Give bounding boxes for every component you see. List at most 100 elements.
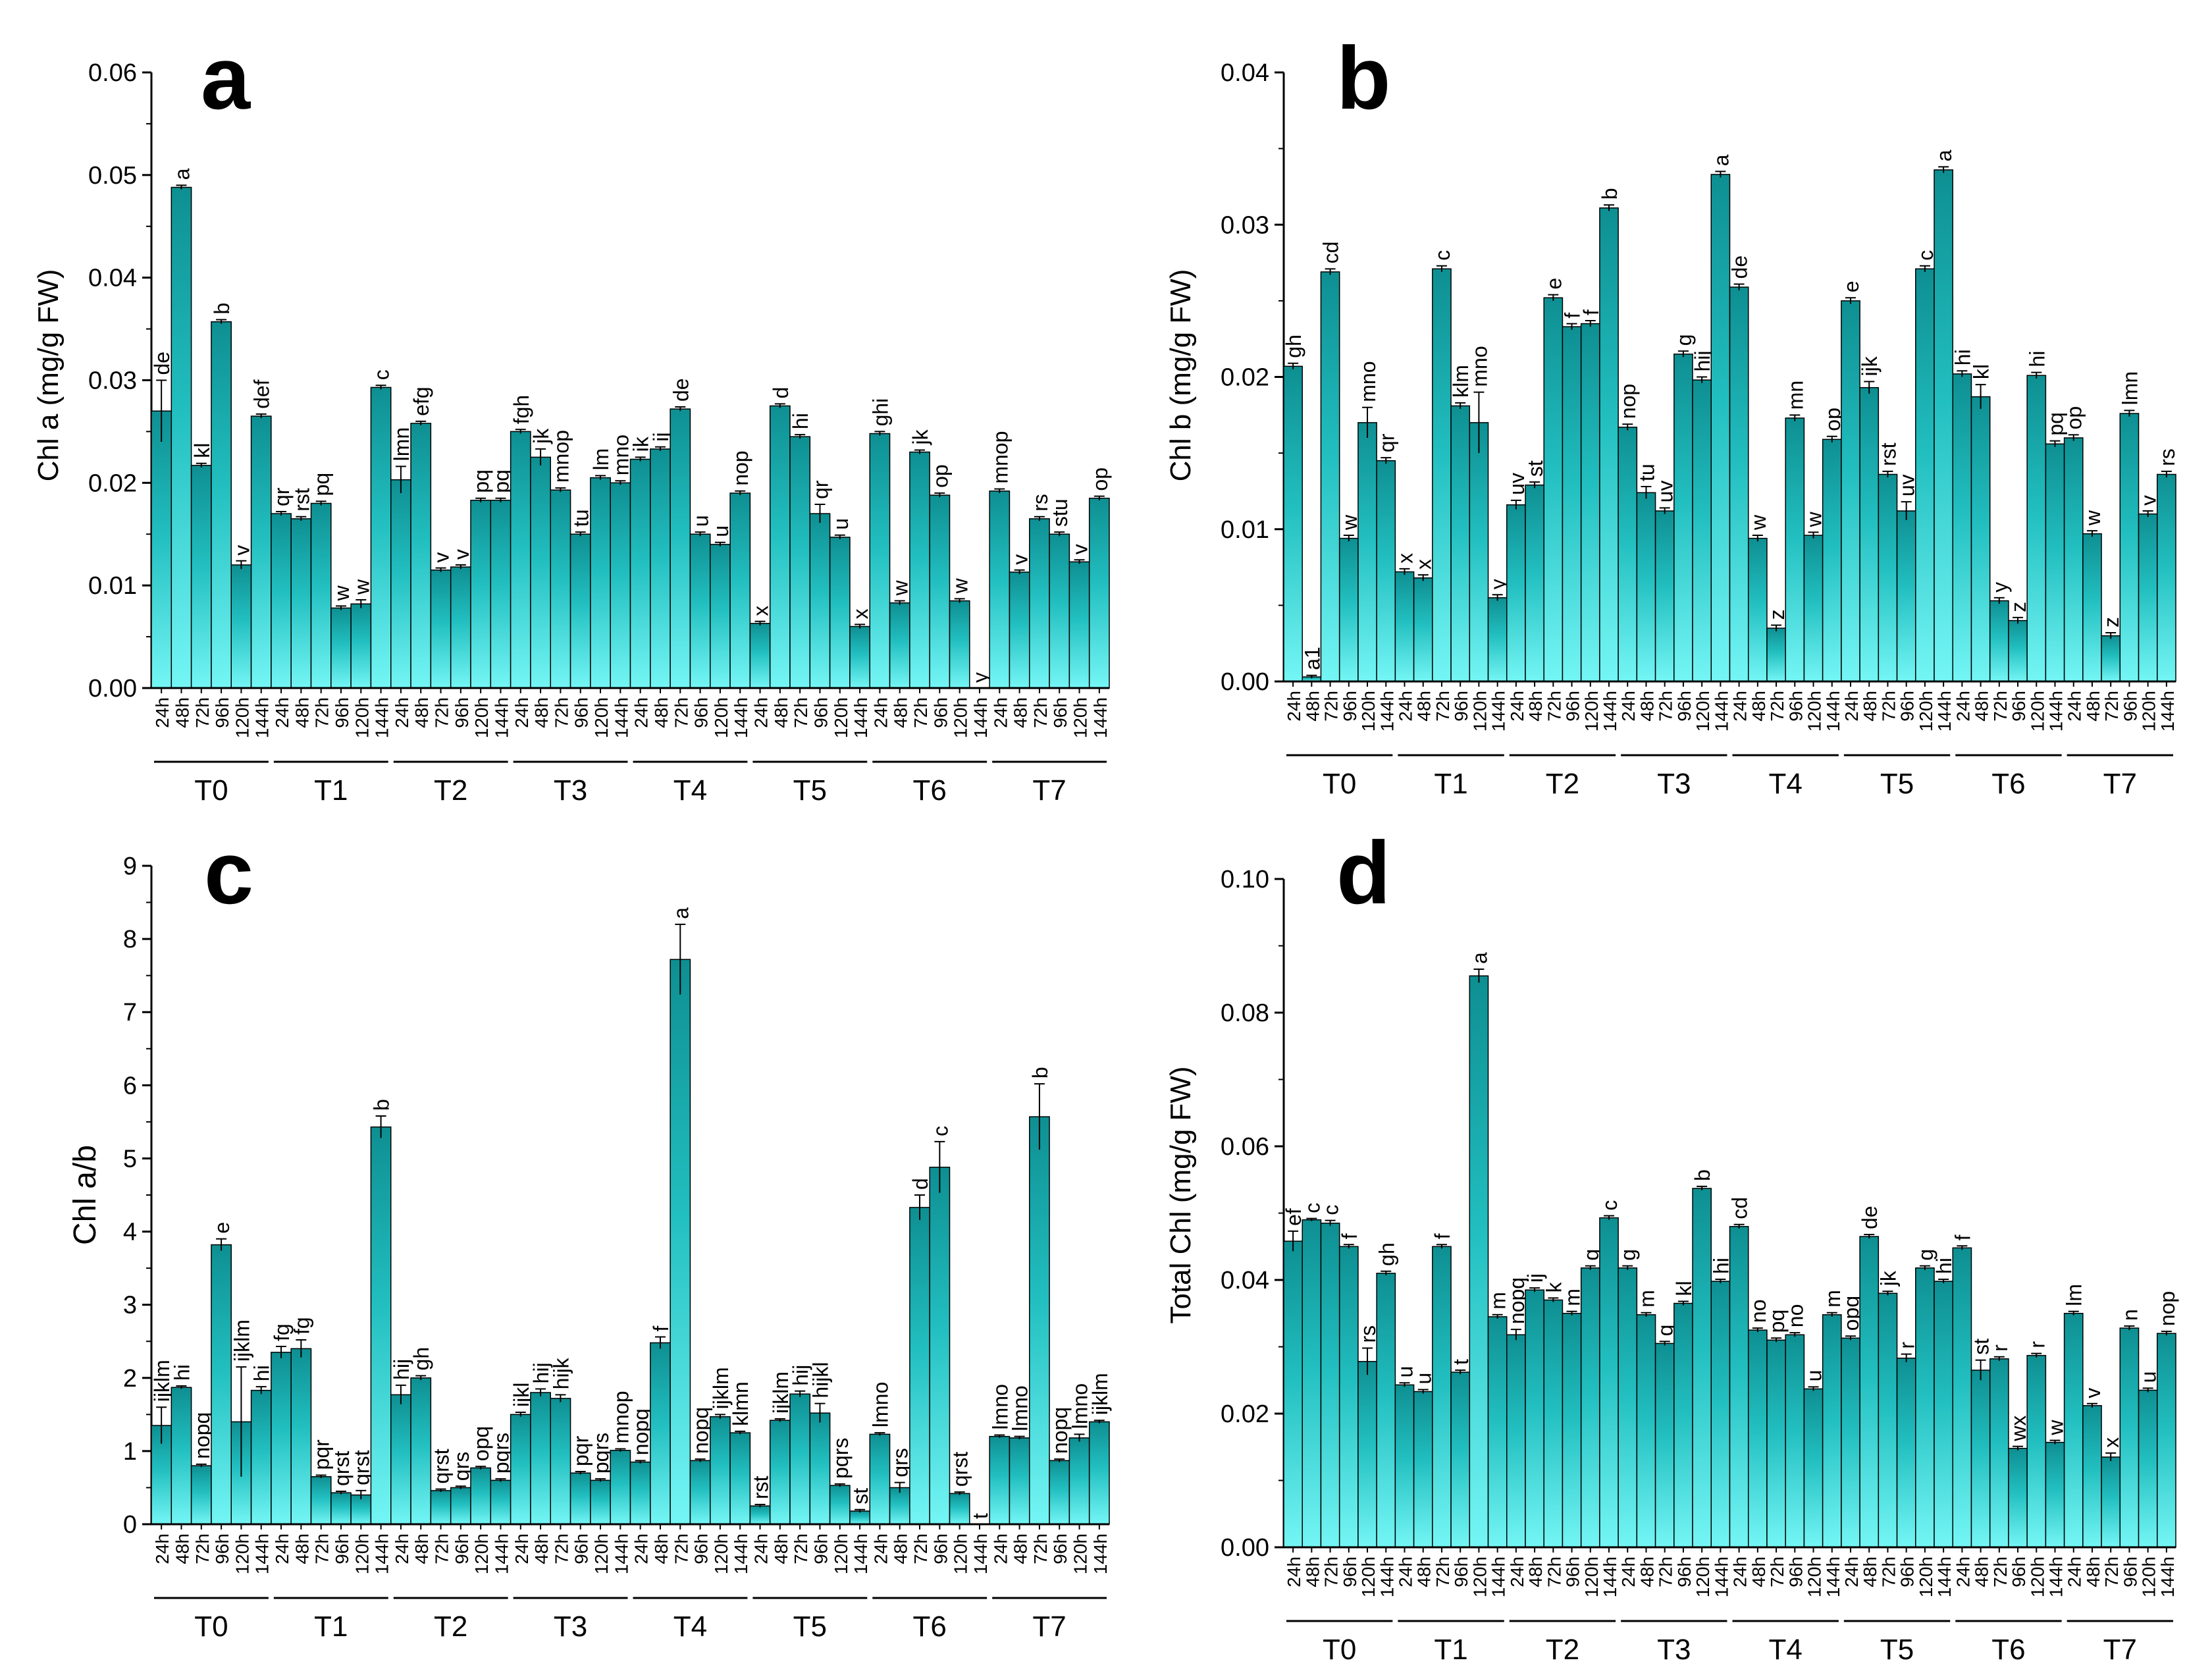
bar-T5-48h <box>769 1420 791 1525</box>
bar-T7-48h <box>2082 1405 2102 1548</box>
significance-letter: f <box>1431 1233 1454 1239</box>
hour-label: 48h <box>771 1533 791 1564</box>
significance-letter: rst <box>749 1476 773 1499</box>
hour-label: 96h <box>810 1533 831 1564</box>
hour-label: 120h <box>951 1533 971 1574</box>
group-label-T6: T6 <box>913 774 947 807</box>
significance-letter: hijkl <box>808 1362 832 1398</box>
significance-letter: x <box>2099 1437 2123 1448</box>
significance-letter: pqrs <box>489 1433 513 1474</box>
bar-T0-24h <box>151 410 172 689</box>
bar-T5-96h <box>809 1412 831 1525</box>
significance-letter: qrst <box>330 1451 354 1486</box>
significance-letter: a <box>669 907 693 919</box>
bar-T4-48h <box>1747 537 1768 682</box>
significance-letter: z <box>2099 617 2123 627</box>
hour-label: 96h <box>2009 691 2029 722</box>
significance-letter: kl <box>1970 364 1993 379</box>
significance-letter: m <box>1561 1289 1585 1306</box>
significance-letter: mn <box>1783 381 1807 410</box>
bar-T1-96h <box>1450 405 1471 682</box>
bar-T1-48h <box>290 1348 312 1525</box>
bar-T7-24h <box>2063 1313 2084 1548</box>
bar-T4-120h <box>710 1416 731 1525</box>
hour-label: 144h <box>2157 1556 2178 1597</box>
hour-label: 72h <box>1030 697 1051 728</box>
significance-letter: klm <box>1449 365 1473 398</box>
significance-letter: hi <box>1951 349 1974 365</box>
group-label-T5: T5 <box>793 774 827 807</box>
significance-letter: opq <box>469 1426 493 1461</box>
hour-label: 24h <box>512 697 532 728</box>
bar-T4-48h <box>650 448 671 689</box>
bar-T2-24h <box>390 1394 411 1525</box>
hour-label: 72h <box>551 1533 571 1564</box>
bar-T7-96h <box>2119 413 2140 682</box>
hour-label: 120h <box>2027 1556 2047 1597</box>
hour-label: 96h <box>1785 1556 1806 1587</box>
bar-T6-72h <box>1989 1358 2009 1548</box>
hour-label: 72h <box>671 697 691 728</box>
bar-T0-72h <box>190 465 212 689</box>
significance-letter: g <box>1579 1249 1603 1261</box>
hour-label: 24h <box>990 697 1011 728</box>
hour-label: 120h <box>2139 691 2159 731</box>
bar-T7-144h <box>2157 1333 2176 1548</box>
bar-T4-72h <box>670 959 691 1525</box>
bar-T1-96h <box>1450 1371 1471 1548</box>
bar-T6-120h <box>2026 1354 2047 1548</box>
hour-label: 24h <box>2065 1556 2085 1587</box>
bar-T7-144h <box>1088 497 1110 689</box>
bar-T2-144h <box>490 1479 512 1525</box>
significance-letter: b <box>1028 1067 1052 1078</box>
significance-letter: a1 <box>1300 647 1324 670</box>
significance-letter: w <box>2081 510 2105 526</box>
hour-label: 144h <box>1090 1533 1111 1574</box>
bar-T5-48h <box>1859 386 1880 682</box>
bar-T5-96h <box>809 513 831 689</box>
bar-T2-72h <box>430 570 452 689</box>
panel-a-chart: a Chl a (mg/g FW) 0.00 0.01 0.02 0.03 0.04 0.… <box>32 28 1112 807</box>
significance-letter: hi <box>1709 1258 1733 1274</box>
hour-label: 120h <box>711 697 731 738</box>
hour-label: 24h <box>272 697 292 728</box>
bar-T3-96h <box>569 533 591 689</box>
hour-label: 144h <box>731 697 751 738</box>
significance-letter: x <box>1393 553 1417 564</box>
significance-letter: rst <box>1876 442 1900 466</box>
significance-letter: a <box>1709 154 1733 166</box>
significance-letter: pq <box>1765 1310 1789 1333</box>
significance-letter: c <box>1300 1203 1324 1213</box>
hour-label: 144h <box>731 1533 751 1574</box>
hour-label: 24h <box>870 1533 891 1564</box>
bar-T2-144h <box>490 500 512 689</box>
significance-letter: d <box>769 387 793 399</box>
bar-T5-120h <box>1915 268 1935 682</box>
bar-T2-24h <box>1506 1334 1526 1548</box>
hour-label: 120h <box>1469 691 1490 731</box>
significance-letter: y <box>1988 582 2012 593</box>
hour-label: 96h <box>1897 691 1918 722</box>
group-label-T1: T1 <box>1434 768 1467 800</box>
significance-letter: u <box>1393 1366 1417 1378</box>
hour-label: 144h <box>1600 691 1620 731</box>
hour-label: 120h <box>1693 1556 1713 1597</box>
significance-letter: r <box>1895 1342 1919 1349</box>
hour-label: 96h <box>930 697 951 728</box>
significance-letter: w <box>330 585 354 601</box>
significance-letter: z <box>1765 609 1789 620</box>
significance-letter: hij <box>789 1365 812 1386</box>
hour-label: 96h <box>1674 691 1695 722</box>
significance-letter: hij <box>1691 350 1714 371</box>
hour-label: 24h <box>1284 1556 1304 1587</box>
hour-label: 120h <box>1581 691 1602 731</box>
bar-T5-96h <box>1896 1358 1916 1548</box>
significance-letter: lmn <box>390 427 413 462</box>
hour-label: 48h <box>1860 691 1880 722</box>
bar-T5-72h <box>789 436 811 689</box>
significance-letter: qr <box>270 487 294 506</box>
significance-letter: nopq <box>629 1408 653 1455</box>
hour-label: 24h <box>1395 1556 1415 1587</box>
hour-label: 48h <box>411 697 432 728</box>
bar-T4-72h <box>1766 1339 1786 1548</box>
